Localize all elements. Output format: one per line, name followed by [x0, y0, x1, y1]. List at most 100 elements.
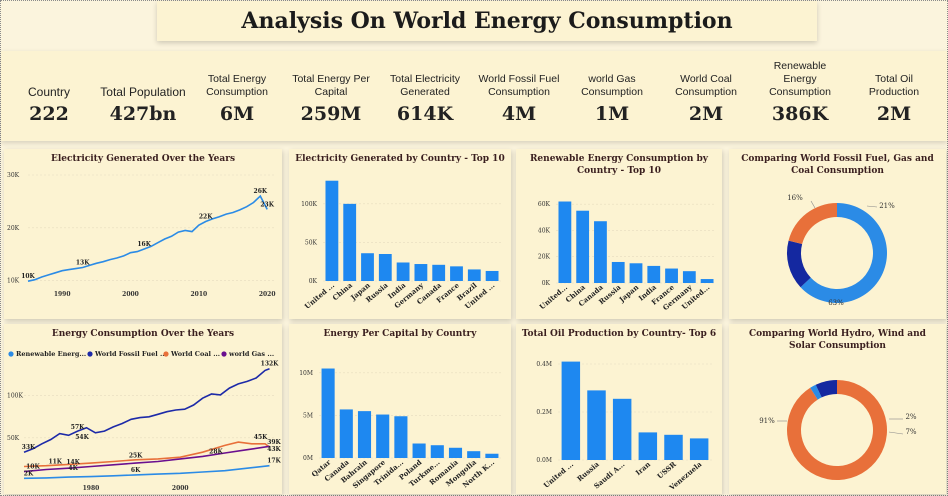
bar: [665, 268, 678, 283]
bar: [611, 261, 625, 283]
kpi-label: Total Energy Per Capital: [292, 73, 370, 98]
data-label: 17K: [267, 458, 281, 465]
y-tick-label: 0K: [542, 280, 551, 287]
kpi-label: World Fossil Fuel Consumption: [478, 73, 560, 98]
legend-label: Renewable Energ...: [16, 350, 86, 358]
bar: [414, 264, 428, 281]
kpi-population: Total Population 427bn: [97, 51, 189, 141]
y-tick-label: 50K: [7, 435, 20, 442]
donut-slice: [810, 384, 822, 400]
series-line: [23, 441, 270, 468]
legend-label: World Coal ...: [170, 350, 220, 358]
kpi-electricity: Total Electricity Generated 614K: [382, 51, 468, 141]
y-tick-label: 30K: [7, 172, 20, 179]
chart-title: Total Oil Production by Country- Top 6: [521, 329, 717, 339]
kpi-value: 614K: [396, 103, 454, 125]
x-tick-label: Iran: [634, 460, 652, 478]
series-line: [23, 464, 270, 480]
data-label: 26K: [254, 188, 268, 195]
chart-title: Energy Consumption Over the Years: [51, 329, 235, 339]
panel-renewable-country: Renewable Energy Consumption by Country …: [516, 149, 722, 319]
data-label: 23K: [260, 201, 274, 208]
data-label: 2K: [24, 470, 34, 477]
series-line: [23, 367, 270, 453]
kpi-energy-consumption: Total Energy Consumption 6M: [194, 51, 280, 141]
kpi-value: 2M: [876, 103, 912, 125]
kpi-value: 2M: [688, 103, 724, 125]
kpi-value: 222: [29, 103, 69, 125]
kpi-value: 1M: [594, 103, 630, 125]
bar: [325, 180, 339, 281]
x-tick-label: 2000: [172, 485, 189, 492]
data-label: 4K: [68, 465, 78, 472]
data-label: 54K: [75, 434, 89, 441]
panel-oil-country: Total Oil Production by Country- Top 6 0…: [516, 324, 722, 494]
bar: [430, 445, 444, 458]
x-tick-label: USSR: [655, 460, 678, 481]
panel-per-capita-country: Energy Per Capital by Country 0M 5M 10M Qat…: [289, 324, 511, 494]
renewable-country-chart: 0K20K40K60KUnited...ChinaCanadaRussiaJap…: [538, 201, 716, 312]
y-tick-label: 10K: [7, 278, 20, 285]
donut-slice: [788, 203, 837, 245]
bar: [394, 416, 408, 458]
x-tick-label: China: [331, 280, 355, 302]
donut-slice: [787, 240, 811, 288]
bar: [448, 447, 463, 458]
bar: [664, 434, 683, 460]
bar: [594, 221, 607, 283]
y-tick-label: 40K: [538, 227, 551, 234]
kpi-value: 6M: [219, 103, 255, 125]
x-tick-label: Japan: [617, 283, 641, 305]
chart-title: Comparing World Fossil Fuel, Gas and Coa…: [741, 154, 934, 176]
kpi-label: World Coal Consumption: [675, 73, 737, 98]
panel-energy-years: Energy Consumption Over the Years Renewa…: [4, 324, 282, 494]
x-tick-label: 1990: [54, 291, 71, 298]
y-tick-label: 50K: [305, 239, 318, 246]
bar: [587, 390, 606, 460]
donut-slice: [815, 380, 837, 398]
y-tick-label: 60K: [538, 201, 551, 208]
slice-label: 63%: [828, 299, 844, 307]
hydro-donut-chart: 91% 2% 7%: [759, 380, 917, 480]
kpi-gas: world Gas Consumption 1M: [569, 51, 655, 141]
kpi-value: 427bn: [109, 103, 177, 125]
bar: [378, 254, 392, 281]
kpi-label: Renewable Energy Consumption: [769, 60, 831, 98]
bar: [357, 411, 372, 458]
kpi-energy-per-capita: Total Energy Per Capital 259M: [285, 51, 377, 141]
bar: [576, 210, 590, 283]
kpi-value: 386K: [771, 103, 829, 125]
bar: [485, 453, 499, 458]
y-tick-label: 0M: [303, 455, 313, 462]
y-tick-label: 20K: [538, 254, 551, 261]
y-tick-label: 100K: [301, 201, 317, 208]
data-label: 57K: [71, 424, 85, 431]
panel-electricity-years: Electricity Generated Over the Years 10K…: [4, 149, 282, 319]
bar: [376, 414, 390, 458]
data-label: 33K: [22, 444, 36, 451]
panel-fossil-donut: Comparing World Fossil Fuel, Gas and Coa…: [729, 149, 946, 319]
x-tick-label: 2000: [122, 291, 139, 298]
legend-marker: [8, 351, 14, 357]
slice-label: 91%: [759, 417, 775, 425]
kpi-renewable: Renewable Energy Consumption 386K: [757, 51, 843, 141]
bar: [321, 368, 335, 458]
fossil-donut-chart: 63% 16% 21%: [787, 194, 895, 307]
bar: [339, 409, 353, 458]
y-tick-label: 0K: [309, 278, 318, 285]
donut-slice: [787, 380, 887, 480]
y-tick-label: 0.4M: [536, 361, 552, 368]
panel-electricity-country: Electricity Generated by Country - Top 1…: [289, 149, 511, 319]
data-label: 14K: [66, 459, 80, 466]
bar: [561, 361, 581, 460]
kpi-coal: World Coal Consumption 2M: [663, 51, 749, 141]
x-tick-label: 1980: [83, 485, 100, 492]
data-label: 39K: [267, 439, 281, 446]
series-line: [27, 194, 268, 282]
chart-title: Renewable Energy Consumption by Country …: [529, 154, 709, 176]
bar: [361, 253, 374, 281]
electricity-years-chart: 10K 20K 30K 1990 2000 2010 2020 10K 13K 16K 22K 26K…: [7, 172, 276, 298]
legend-label: world Gas ...: [228, 350, 274, 358]
y-tick-label: 10M: [299, 370, 313, 377]
slice-label: 2%: [905, 413, 916, 421]
